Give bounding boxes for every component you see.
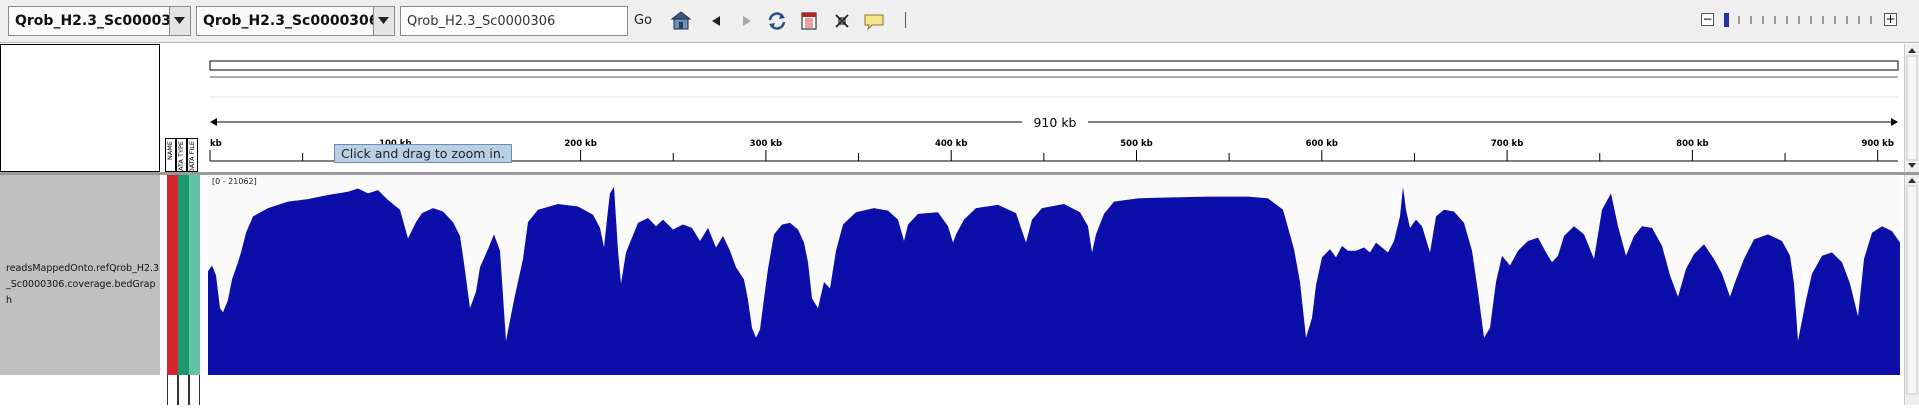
- popup-info-icon[interactable]: [863, 10, 885, 32]
- genome-dropdown[interactable]: Qrob_H2.3_Sc00003...: [8, 6, 191, 36]
- coverage-area: [208, 186, 1900, 375]
- attribute-swatch-data-file[interactable]: [189, 175, 200, 375]
- genome-dropdown-label: Qrob_H2.3_Sc00003...: [15, 13, 175, 29]
- zoom-tooltip: Click and drag to zoom in.: [334, 144, 512, 163]
- track-name-panel[interactable]: readsMappedOnto.refQrob_H2.3_Sc0000306.c…: [0, 175, 160, 375]
- span-arrow-left-head: [210, 118, 217, 126]
- attribute-empty-name: [167, 375, 178, 405]
- ruler-tick-label: 200 kb: [564, 139, 596, 149]
- chromosome-dropdown[interactable]: Qrob_H2.3_Sc0000306: [196, 6, 395, 36]
- chromosome-ideogram[interactable]: [209, 60, 1899, 71]
- forward-icon[interactable]: [736, 10, 758, 32]
- data-range-label: [0 - 21062]: [212, 177, 257, 186]
- track-name[interactable]: readsMappedOnto.refQrob_H2.3_Sc0000306.c…: [6, 263, 160, 306]
- zoom-slider[interactable]: [1722, 13, 1882, 27]
- empty-track-area: [208, 375, 1900, 405]
- refresh-icon[interactable]: [766, 10, 788, 32]
- ruler-tick-label: 800 kb: [1676, 139, 1708, 149]
- attribute-column-data-type[interactable]: DATA TYPE: [176, 138, 187, 172]
- locus-search-input[interactable]: [400, 6, 628, 36]
- name-panel-header: [0, 44, 160, 172]
- span-arrow-right-head: [1891, 118, 1898, 126]
- roi-icon[interactable]: [798, 10, 820, 32]
- attribute-empty-data-type: [178, 375, 189, 405]
- attribute-header: NAME DATA TYPE DATA FILE: [165, 138, 200, 172]
- fit-window-icon[interactable]: [831, 10, 853, 32]
- ruler-tick-label: 700 kb: [1491, 139, 1523, 149]
- ruler-tick-label: 400 kb: [935, 139, 967, 149]
- attribute-column-data-file[interactable]: DATA FILE: [187, 138, 198, 172]
- chevron-down-icon[interactable]: [169, 7, 190, 35]
- data-scrollbar[interactable]: [1904, 175, 1919, 405]
- go-button[interactable]: Go: [633, 13, 653, 28]
- attribute-swatch-name[interactable]: [167, 175, 178, 375]
- home-icon[interactable]: [670, 10, 692, 32]
- zoom-in-button[interactable]: +: [1884, 12, 1897, 26]
- attribute-column-name[interactable]: NAME: [165, 138, 176, 172]
- coverage-track[interactable]: [0 - 21062]: [208, 175, 1900, 375]
- back-icon[interactable]: [705, 10, 727, 32]
- zoom-out-button[interactable]: −: [1701, 12, 1714, 26]
- toolbar: Qrob_H2.3_Sc00003... Qrob_H2.3_Sc0000306…: [0, 0, 1919, 43]
- ruler-tick-label: 300 kb: [750, 139, 782, 149]
- coverage-plot[interactable]: [208, 175, 1900, 375]
- ruler-tick-label: 500 kb: [1120, 139, 1152, 149]
- attribute-empty-data-file: [189, 375, 200, 405]
- span-label: 910 kb: [1033, 115, 1076, 130]
- attribute-swatch-data-type[interactable]: [178, 175, 189, 375]
- ruler-tick-label: kb: [210, 139, 222, 149]
- chevron-down-icon[interactable]: [373, 7, 394, 35]
- ruler-tick-label: 900 kb: [1861, 139, 1893, 149]
- ruler-tick-label: 600 kb: [1306, 139, 1338, 149]
- chromosome-dropdown-label: Qrob_H2.3_Sc0000306: [203, 13, 379, 29]
- panel-divider[interactable]: [0, 172, 1919, 175]
- header-scrollbar[interactable]: [1904, 44, 1919, 172]
- toolbar-separator: [905, 12, 906, 28]
